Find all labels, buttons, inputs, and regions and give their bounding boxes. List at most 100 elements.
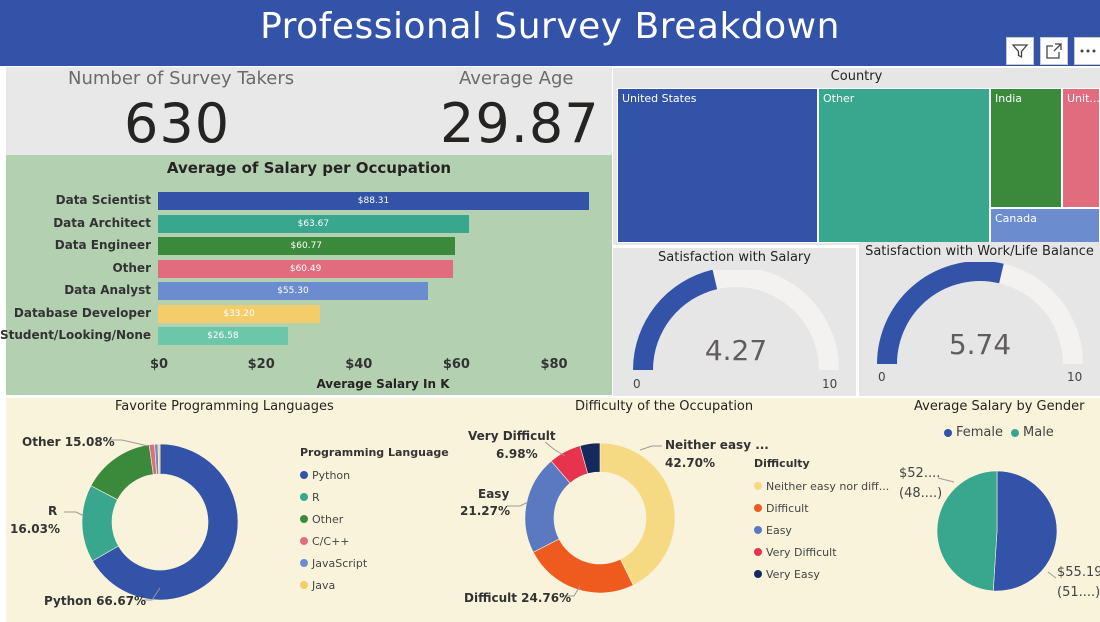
bar[interactable]: $63.67 bbox=[158, 214, 469, 233]
x-tick-label: $20 bbox=[247, 357, 275, 372]
slice-neither-easy-nor-difficult[interactable] bbox=[599, 442, 676, 586]
bar-value-label: $60.49 bbox=[289, 263, 322, 274]
bar[interactable]: $88.31 bbox=[158, 192, 589, 210]
bar-category-label: Data Architect bbox=[53, 215, 151, 230]
bar-value-label: $26.58 bbox=[207, 331, 239, 341]
bar[interactable]: $60.49 bbox=[158, 259, 454, 278]
x-tick-label: $80 bbox=[540, 357, 568, 372]
more-options-icon bbox=[1080, 49, 1096, 53]
focus-mode-button[interactable] bbox=[1040, 37, 1068, 65]
languages-legend-title: Programming Language bbox=[300, 446, 449, 459]
slice-female[interactable] bbox=[992, 470, 1058, 592]
languages-legend: Python R Other C/C++ JavaScript Java bbox=[300, 464, 367, 596]
bar[interactable]: $60.77 bbox=[158, 237, 455, 255]
x-tick-label: $60 bbox=[442, 357, 470, 372]
bar-chart-title: Average of Salary per Occupation bbox=[166, 159, 452, 177]
legend-item: Very Easy bbox=[754, 563, 889, 585]
worklife-satisfaction-gauge bbox=[877, 262, 1083, 364]
filter-button[interactable] bbox=[1006, 37, 1034, 65]
legend-item: JavaScript bbox=[300, 552, 367, 574]
bar[interactable]: $55.30 bbox=[158, 282, 428, 300]
legend-label: Very Difficult bbox=[766, 545, 837, 559]
average-age-value: 29.87 bbox=[440, 92, 600, 155]
bar-category-label: Other bbox=[112, 260, 151, 275]
bar-chart-x-axis-title: Average Salary In K bbox=[316, 377, 450, 391]
legend-label: Easy bbox=[766, 523, 792, 537]
gender-pie bbox=[936, 470, 1058, 592]
treemap-tile-united-kingdom[interactable]: Unit... bbox=[1062, 88, 1100, 208]
legend-item: Other bbox=[300, 508, 367, 530]
salary-satisfaction-title: Satisfaction with Salary bbox=[658, 250, 811, 265]
survey-takers-value: 630 bbox=[124, 92, 231, 155]
treemap-tile-india[interactable]: India bbox=[990, 88, 1062, 208]
donut-label: Other 15.08% bbox=[22, 435, 115, 449]
bar-value-label: $60.77 bbox=[290, 241, 323, 251]
bar-category-label: Data Engineer bbox=[54, 238, 151, 252]
languages-donut bbox=[81, 443, 239, 601]
languages-title: Favorite Programming Languages bbox=[115, 399, 334, 414]
bar-category-label: Data Analyst bbox=[64, 283, 151, 297]
legend-label: C/C++ bbox=[312, 534, 350, 548]
bar-category-label: Student/Looking/None bbox=[0, 328, 152, 342]
gauge-max-label: 10 bbox=[1067, 370, 1083, 384]
donut-label: Difficult 24.76% bbox=[464, 591, 572, 605]
legend-item: C/C++ bbox=[300, 530, 367, 552]
survey-takers-label: Number of Survey Takers bbox=[68, 68, 295, 89]
legend-marker bbox=[1011, 428, 1020, 437]
treemap-tile-canada[interactable]: Canada bbox=[990, 208, 1100, 243]
legend-marker bbox=[754, 504, 762, 512]
pie-label: (51....) bbox=[1057, 585, 1100, 600]
gauge-max-label: 10 bbox=[822, 377, 838, 391]
donut-label: 6.98% bbox=[496, 447, 538, 461]
legend-item: Neither easy nor diff... bbox=[754, 475, 889, 497]
slice-java[interactable] bbox=[157, 443, 161, 475]
donut-label: Easy bbox=[478, 487, 510, 501]
bar-chart: Data Scientist $88.31 Data Architect $63.67… bbox=[0, 0, 620, 400]
bar-category-label: Database Developer bbox=[13, 305, 151, 320]
difficulty-leader-lines bbox=[507, 441, 662, 597]
page-title: Professional Survey Breakdown bbox=[260, 6, 840, 47]
legend-marker bbox=[300, 471, 308, 479]
gauge-fill[interactable] bbox=[633, 270, 718, 370]
bar[interactable]: $33.20 bbox=[158, 304, 321, 323]
legend-label: Python bbox=[312, 468, 351, 482]
legend-label: Male bbox=[1023, 425, 1054, 440]
legend-label: Other bbox=[312, 512, 344, 526]
donut-label: Neither easy ... bbox=[665, 438, 769, 452]
slice-python[interactable] bbox=[92, 443, 239, 601]
donut-label: 42.70% bbox=[665, 456, 715, 470]
difficulty-legend: Neither easy nor diff... Difficult Easy Ver… bbox=[754, 475, 889, 585]
treemap-label: United States bbox=[622, 92, 697, 105]
legend-marker bbox=[754, 482, 762, 490]
filter-icon bbox=[1011, 44, 1029, 59]
legend-label: JavaScript bbox=[312, 556, 368, 570]
difficulty-title: Difficulty of the Occupation bbox=[575, 399, 754, 414]
gender-legend: Female Male bbox=[944, 425, 1054, 440]
kpi-panel bbox=[6, 67, 612, 155]
legend-item: Male bbox=[1011, 425, 1054, 440]
gauge-fill[interactable] bbox=[877, 262, 1004, 364]
legend-label: Female bbox=[956, 425, 1004, 440]
treemap-tile-other[interactable]: Other bbox=[818, 88, 990, 243]
more-options-button[interactable] bbox=[1074, 37, 1100, 65]
bar[interactable]: $26.58 bbox=[158, 327, 288, 345]
legend-marker bbox=[300, 537, 308, 545]
legend-item: Very Difficult bbox=[754, 541, 889, 563]
salary-satisfaction-value: 4.27 bbox=[704, 334, 768, 367]
focus-mode-icon bbox=[1046, 43, 1062, 59]
treemap-label: India bbox=[995, 92, 1022, 105]
legend-marker bbox=[300, 559, 308, 567]
x-tick-label: $40 bbox=[345, 357, 373, 372]
slice-male[interactable] bbox=[936, 470, 998, 592]
slice-very-easy[interactable] bbox=[579, 442, 601, 475]
treemap-tile-united-states[interactable]: United States bbox=[617, 88, 818, 243]
legend-item: Java bbox=[300, 574, 367, 596]
legend-item: Python bbox=[300, 464, 367, 486]
average-age-label: Average Age bbox=[459, 68, 574, 89]
bar-value-label: $55.30 bbox=[277, 286, 309, 296]
bar-value-label: $33.20 bbox=[223, 308, 255, 319]
legend-label: Neither easy nor diff... bbox=[766, 479, 890, 493]
legend-marker bbox=[754, 570, 762, 578]
legend-item: Female bbox=[944, 425, 1003, 440]
